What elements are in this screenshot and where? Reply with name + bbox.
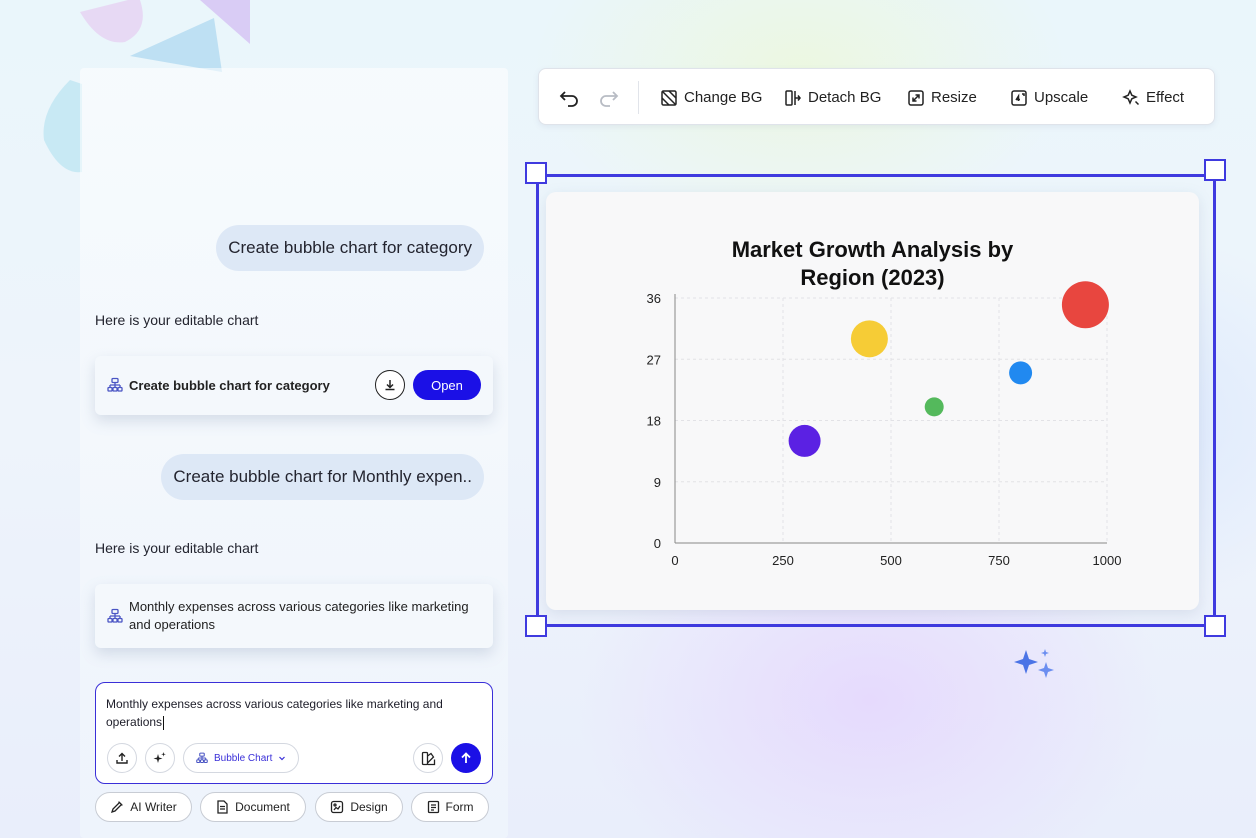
- quick-action-design[interactable]: Design: [315, 792, 403, 822]
- chat-panel: Create bubble chart for category Here is…: [80, 68, 508, 838]
- chip-label: Form: [445, 800, 474, 814]
- chart-icon: [107, 377, 123, 392]
- upscale-label: Upscale: [1034, 89, 1089, 106]
- bubble-chart: 0 250 500 750 1000 0 9 18 27 36: [647, 281, 1122, 568]
- text-caret: [163, 715, 165, 730]
- x-tick-label: 250: [772, 553, 794, 568]
- effect-icon: [1122, 88, 1140, 105]
- bot-message: Here is your editable chart: [95, 312, 259, 328]
- resize-handle-top-left[interactable]: [525, 162, 547, 184]
- resize-handle-bottom-left[interactable]: [525, 615, 547, 637]
- y-tick-label: 27: [647, 352, 661, 367]
- effect-button[interactable]: Effect: [1122, 69, 1184, 126]
- y-tick-label: 36: [647, 291, 661, 306]
- y-tick-label: 18: [647, 414, 661, 429]
- upload-icon: [116, 752, 128, 764]
- x-tick-label: 500: [880, 553, 902, 568]
- effect-label: Effect: [1146, 89, 1185, 106]
- detach-bg-label: Detach BG: [808, 89, 882, 106]
- bubble: [924, 397, 944, 417]
- x-tick-label: 1000: [1093, 553, 1122, 568]
- decorative-shapes: [43, 0, 250, 173]
- user-message-text: Create bubble chart for category: [228, 238, 472, 257]
- chip-label: AI Writer: [130, 800, 177, 814]
- arrow-up-icon: [461, 752, 471, 763]
- chevron-down-icon: [279, 756, 286, 761]
- bubble: [1061, 281, 1109, 329]
- bubble: [850, 320, 888, 358]
- chart-icon: [107, 608, 123, 623]
- prompt-input-box[interactable]: Monthly expenses across various categori…: [95, 682, 493, 784]
- resize-button[interactable]: Resize: [907, 69, 977, 126]
- upscale-button[interactable]: Upscale: [1010, 69, 1088, 126]
- change-bg-button[interactable]: Change BG: [660, 69, 762, 126]
- upscale-icon: [1011, 89, 1027, 106]
- chart-icon: [196, 752, 208, 764]
- detach-bg-icon: [785, 89, 801, 106]
- pen-icon: [111, 801, 123, 814]
- redo-icon: [600, 90, 619, 107]
- prompt-input[interactable]: Monthly expenses across various categori…: [106, 697, 443, 730]
- x-tick-label: 750: [988, 553, 1010, 568]
- send-button[interactable]: [451, 743, 481, 773]
- y-tick-label: 0: [654, 536, 661, 551]
- resize-handle-top-right[interactable]: [1204, 159, 1226, 181]
- sparkle-icon: [1014, 649, 1054, 678]
- undo-button[interactable]: [559, 69, 581, 126]
- selection-frame[interactable]: [536, 174, 1216, 627]
- form-icon: [427, 800, 439, 814]
- download-button[interactable]: [375, 370, 405, 400]
- user-message-text: Create bubble chart for Monthly expen..: [173, 467, 472, 486]
- sparkle-icon: [153, 752, 166, 763]
- toolbar-divider: [638, 81, 639, 114]
- redo-button[interactable]: [597, 69, 619, 126]
- user-message: Create bubble chart for category: [216, 225, 484, 271]
- chart-title-line-2: Region (2023): [800, 265, 945, 290]
- chip-label: Document: [235, 800, 290, 814]
- design-icon: [331, 800, 344, 814]
- download-icon: [385, 380, 395, 391]
- magic-enhance-button[interactable]: [145, 743, 175, 773]
- palette-icon: [421, 751, 435, 765]
- document-icon: [217, 800, 228, 814]
- undo-icon: [559, 90, 578, 107]
- chart-title-line-1: Market Growth Analysis by: [731, 237, 1014, 262]
- x-tick-label: 0: [671, 553, 678, 568]
- change-bg-label: Change BG: [684, 89, 763, 106]
- resize-handle-bottom-right[interactable]: [1204, 615, 1226, 637]
- editor-toolbar: Change BG Detach BG Resize Upscale Effec…: [538, 68, 1215, 125]
- user-message: Create bubble chart for Monthly expen..: [161, 454, 484, 500]
- chart-result-card[interactable]: Monthly expenses across various categori…: [95, 584, 493, 648]
- chart-card[interactable]: Market Growth Analysis by Region (2023) …: [546, 192, 1199, 610]
- bot-message: Here is your editable chart: [95, 540, 259, 556]
- quick-action-document[interactable]: Document: [200, 792, 306, 822]
- resize-icon: [908, 89, 924, 106]
- quick-action-form[interactable]: Form: [411, 792, 489, 822]
- change-bg-icon: [661, 89, 677, 106]
- quick-action-ai-writer[interactable]: AI Writer: [95, 792, 192, 822]
- resize-label: Resize: [931, 89, 977, 106]
- chip-label: Design: [350, 800, 388, 814]
- card-title: Create bubble chart for category: [129, 378, 330, 393]
- upload-button[interactable]: [107, 743, 137, 773]
- chart-type-selector[interactable]: Bubble Chart: [183, 743, 300, 773]
- bubble: [1009, 361, 1033, 385]
- open-button[interactable]: Open: [413, 370, 481, 400]
- card-title: Monthly expenses across various categori…: [129, 599, 469, 632]
- y-tick-label: 9: [654, 475, 661, 490]
- bubble: [788, 424, 821, 457]
- chart-result-card[interactable]: Create bubble chart for category Open: [95, 356, 493, 415]
- theme-button[interactable]: [413, 743, 443, 773]
- chart-type-label: Bubble Chart: [214, 752, 273, 764]
- detach-bg-button[interactable]: Detach BG: [784, 69, 881, 126]
